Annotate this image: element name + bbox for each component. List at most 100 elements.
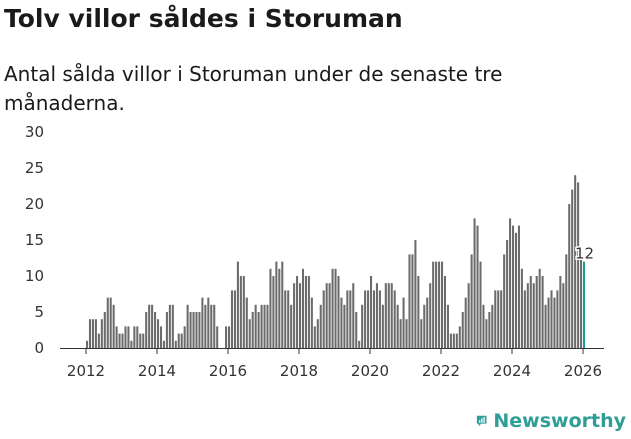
- bar: [506, 240, 509, 348]
- bar: [210, 304, 213, 348]
- bar: [248, 319, 251, 348]
- bar: [171, 304, 174, 348]
- bar: [384, 283, 387, 348]
- bar: [151, 304, 154, 348]
- x-tick-label: 2016: [209, 362, 247, 380]
- bar: [142, 333, 145, 348]
- newsworthy-logo-icon: [476, 415, 487, 427]
- bar: [174, 340, 177, 348]
- bar: [159, 326, 163, 348]
- bar: [322, 290, 325, 348]
- x-tick-label: 2020: [351, 362, 389, 380]
- bar: [432, 261, 435, 348]
- x-tick-label: 2022: [422, 362, 460, 380]
- bar: [269, 268, 272, 348]
- bar: [204, 304, 207, 348]
- bar: [130, 340, 133, 348]
- bar: [278, 268, 281, 348]
- annotation: 12: [574, 243, 596, 264]
- y-tick-label: 0: [34, 339, 44, 357]
- bar: [334, 268, 337, 348]
- bar: [316, 319, 319, 348]
- bar: [148, 304, 151, 348]
- bar: [86, 340, 89, 348]
- bar: [328, 283, 331, 348]
- bar: [349, 290, 352, 348]
- bar: [488, 312, 491, 348]
- bar: [91, 319, 94, 348]
- bar: [263, 304, 266, 348]
- bar: [307, 276, 310, 348]
- bar: [325, 283, 328, 348]
- bar: [124, 326, 127, 348]
- bar: [225, 326, 228, 348]
- bar: [372, 290, 376, 348]
- bar: [449, 333, 452, 348]
- bar: [512, 225, 515, 348]
- bar: [417, 276, 420, 348]
- bar: [304, 276, 307, 348]
- bar: [562, 283, 565, 348]
- bar: [399, 319, 402, 348]
- bar: [509, 218, 512, 348]
- bar: [242, 276, 245, 348]
- bar: [201, 297, 204, 348]
- bar: [109, 297, 112, 348]
- bar: [556, 290, 559, 348]
- bar: [535, 276, 538, 348]
- bar: [381, 304, 384, 348]
- bar: [168, 304, 171, 348]
- bar: [103, 312, 106, 348]
- bar: [408, 254, 411, 348]
- bar: [180, 333, 183, 348]
- y-tick-label: 25: [25, 159, 44, 177]
- bar: [301, 268, 305, 348]
- bar: [272, 276, 275, 348]
- bar: [529, 276, 532, 348]
- bar: [346, 290, 349, 348]
- bar: [420, 319, 423, 348]
- bar: [251, 312, 254, 348]
- bar: [216, 326, 219, 348]
- bar: [337, 276, 340, 348]
- bar: [461, 312, 464, 348]
- bar: [443, 276, 447, 348]
- bar: [236, 261, 239, 348]
- bar: [154, 312, 157, 348]
- bar: [355, 312, 358, 348]
- bar: [550, 290, 553, 348]
- bar: [198, 312, 201, 348]
- bar: [313, 326, 316, 348]
- bar: [94, 319, 97, 348]
- bar: [127, 326, 130, 348]
- bar: [559, 276, 562, 348]
- bar: [284, 290, 287, 348]
- bar: [423, 304, 426, 348]
- bar: [523, 290, 526, 348]
- bar: [426, 297, 429, 348]
- bar: [479, 261, 482, 348]
- bar: [390, 283, 393, 348]
- bar: [177, 333, 180, 348]
- bar: [331, 268, 334, 348]
- bar: [343, 304, 346, 348]
- bar: [228, 326, 231, 348]
- y-tick-label: 20: [25, 195, 44, 213]
- bar: [565, 254, 568, 348]
- y-tick-label: 30: [25, 123, 44, 141]
- bar: [441, 261, 444, 348]
- bar: [370, 276, 373, 348]
- newsworthy-logo: Newsworthy: [476, 405, 626, 437]
- bar: [387, 283, 390, 348]
- bar: [411, 254, 414, 348]
- bar: [414, 240, 417, 348]
- bar: [364, 290, 367, 348]
- bar: [88, 319, 92, 348]
- bar: [485, 319, 488, 348]
- bar: [547, 297, 550, 348]
- bar: [133, 326, 136, 348]
- chart-title: Tolv villor såldes i Storuman: [4, 4, 403, 33]
- bar: [352, 283, 355, 348]
- bar: [476, 225, 479, 348]
- bar: [213, 304, 216, 348]
